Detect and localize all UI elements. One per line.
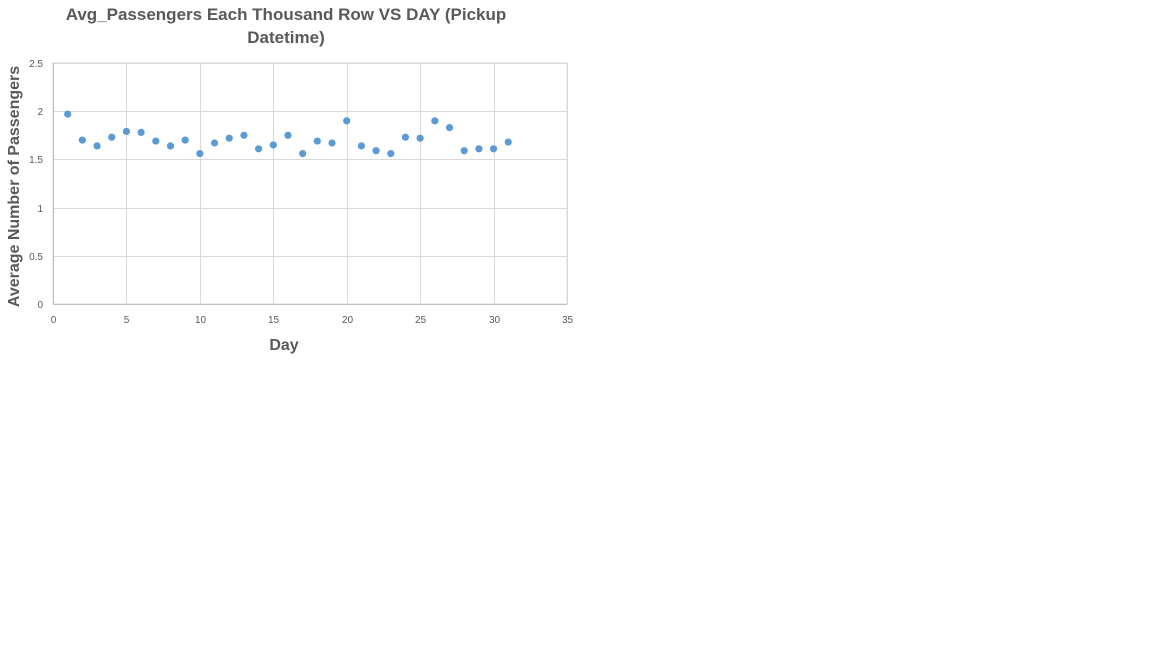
data-point xyxy=(445,123,454,132)
data-point xyxy=(210,139,219,147)
plot-area-border xyxy=(52,62,568,305)
data-point xyxy=(357,142,365,150)
data-point xyxy=(313,137,321,145)
y-tick-label: 1 xyxy=(37,204,43,215)
x-tick-label: 35 xyxy=(562,315,574,326)
data-point xyxy=(504,138,512,146)
x-tick-label: 20 xyxy=(342,315,354,326)
data-point xyxy=(196,150,204,158)
x-axis-title: Day xyxy=(269,337,298,354)
data-point xyxy=(152,137,160,145)
data-point xyxy=(255,145,263,153)
data-point xyxy=(225,134,233,142)
x-tick-label: 15 xyxy=(268,315,280,326)
data-point xyxy=(328,139,336,147)
data-point xyxy=(137,128,145,137)
data-point xyxy=(93,142,101,150)
data-point xyxy=(431,117,439,125)
y-tick-label: 0 xyxy=(37,300,43,311)
data-point xyxy=(416,134,424,142)
x-tick-label: 25 xyxy=(415,315,427,326)
data-point xyxy=(269,141,277,149)
data-point xyxy=(489,145,498,153)
data-point xyxy=(284,131,292,139)
x-tick-label: 30 xyxy=(489,315,501,326)
data-point xyxy=(108,133,116,141)
data-point xyxy=(372,147,380,155)
y-tick-label: 2 xyxy=(37,107,43,118)
data-point xyxy=(122,127,131,136)
data-point xyxy=(166,142,175,150)
data-point xyxy=(401,133,410,141)
x-tick-label: 0 xyxy=(51,315,57,326)
y-tick-label: 2.5 xyxy=(29,59,43,70)
chart-title: Avg_Passengers Each Thousand Row VS DAY … xyxy=(65,5,507,47)
y-axis-title: Average Number of Passengers xyxy=(6,66,23,307)
y-tick-label: 1.5 xyxy=(29,155,43,166)
y-tick-label: 0.5 xyxy=(29,252,43,263)
data-point xyxy=(181,136,189,144)
data-point xyxy=(475,145,483,153)
data-point xyxy=(78,136,86,144)
data-point xyxy=(299,150,307,158)
data-point xyxy=(460,147,468,155)
data-point xyxy=(64,110,72,118)
x-tick-label: 5 xyxy=(124,315,130,326)
data-point xyxy=(343,117,351,125)
data-point xyxy=(240,131,248,139)
x-tick-label: 10 xyxy=(195,315,207,326)
data-point xyxy=(387,150,395,158)
